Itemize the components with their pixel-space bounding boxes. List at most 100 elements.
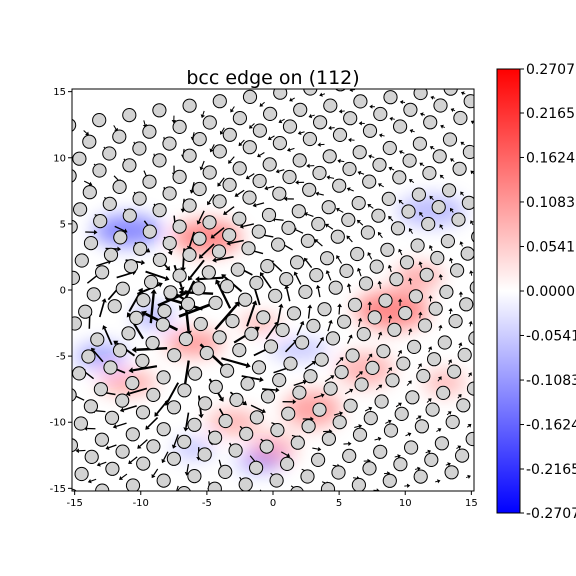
displacement-arrowhead	[230, 108, 234, 113]
plot-area: -15 -10 -5 0 5 10 15 15 10 5 0 -5 -10 -15	[50, 87, 493, 509]
displacement-arrowhead	[330, 375, 335, 380]
displacement-arrowhead	[178, 289, 184, 296]
atom-marker	[211, 244, 227, 259]
atom-marker	[451, 212, 466, 227]
displacement-arrow	[267, 185, 275, 189]
displacement-arrowhead	[105, 445, 110, 450]
displacement-arrowhead	[460, 91, 465, 96]
atom-marker	[334, 365, 349, 380]
atom-marker	[281, 406, 296, 421]
atom-marker	[105, 461, 120, 476]
displacement-arrowhead	[408, 228, 413, 232]
atom-marker	[182, 198, 197, 213]
atom-marker	[135, 353, 150, 368]
displacement-arrowhead	[101, 298, 107, 303]
colorbar-tick-label: -0.1083	[526, 373, 576, 389]
atom-marker	[362, 461, 377, 476]
displacement-arrowhead	[245, 175, 250, 180]
atom-marker	[115, 444, 130, 459]
displacement-arrowhead	[278, 303, 284, 308]
displacement-arrowhead	[356, 219, 361, 224]
displacement-arrowhead	[219, 130, 224, 135]
displacement-arrowhead	[317, 142, 321, 147]
atom-marker	[328, 280, 343, 295]
atom-marker	[393, 119, 408, 134]
atom-marker	[303, 89, 318, 96]
atom-marker	[383, 423, 399, 438]
displacement-arrowhead	[113, 340, 119, 346]
y-tick-label: -10	[50, 418, 66, 429]
displacement-arrow	[200, 243, 215, 257]
atom-marker	[260, 259, 275, 274]
displacement-arrowhead	[420, 112, 424, 117]
atom-marker	[291, 204, 306, 219]
atom-marker	[256, 310, 271, 325]
displacement-arrow	[275, 218, 284, 221]
displacement-arrow	[202, 110, 205, 116]
atom-marker	[84, 449, 99, 464]
displacement-arrow	[471, 222, 474, 226]
atom-marker	[222, 177, 237, 192]
displacement-arrowhead	[171, 120, 177, 124]
atom-marker	[396, 356, 411, 371]
displacement-arrowhead	[409, 129, 414, 134]
displacement-arrowhead	[398, 199, 403, 204]
displacement-arrowhead	[357, 317, 363, 322]
displacement-arrow	[83, 180, 90, 185]
displacement-arrowhead	[198, 253, 204, 259]
displacement-arrow	[428, 348, 431, 353]
displacement-arrowhead	[183, 427, 189, 432]
atom-marker	[300, 233, 315, 248]
atom-marker	[462, 144, 474, 160]
displacement-arrow	[415, 417, 420, 420]
atom-marker	[362, 123, 378, 138]
atom-marker	[152, 103, 167, 118]
atom-marker	[295, 335, 310, 350]
displacement-arrowhead	[289, 97, 293, 102]
displacement-arrowhead	[157, 282, 163, 288]
atom-marker	[320, 251, 335, 266]
atom-marker	[199, 345, 214, 361]
displacement-arrow	[75, 395, 85, 401]
atom-marker	[228, 443, 243, 458]
displacement-arrow	[272, 262, 283, 272]
displacement-arrowhead	[489, 288, 493, 291]
atom-marker	[244, 326, 259, 341]
displacement-arrowhead	[368, 353, 373, 358]
displacement-arrowhead	[437, 428, 442, 432]
atom-marker	[125, 427, 140, 442]
displacement-arrow	[453, 109, 456, 112]
atom-marker	[300, 469, 315, 484]
displacement-arrowhead	[297, 130, 302, 135]
atom-marker	[343, 111, 358, 126]
atom-marker	[192, 181, 207, 197]
atom-marker	[238, 292, 253, 307]
atom-marker	[272, 373, 287, 388]
displacement-arrow	[176, 485, 179, 491]
displacement-arrowhead	[199, 166, 204, 171]
displacement-arrow	[261, 101, 265, 105]
displacement-arrowhead	[388, 166, 393, 171]
x-tick-label: 0	[270, 498, 276, 509]
atom-marker	[460, 246, 474, 261]
displacement-arrow	[431, 197, 434, 201]
displacement-arrow	[388, 318, 391, 323]
atom-marker	[413, 469, 428, 484]
displacement-arrow	[461, 243, 463, 247]
atom-marker	[188, 366, 203, 381]
colorbar-tick-label: -0.2707	[526, 506, 576, 522]
colorbar-ticks: 0.2707 0.2165 0.1624 0.1083 0.0541 0.0000 -0.0…	[520, 62, 576, 522]
colorbar-tick-label: 0.0000	[526, 284, 575, 300]
atom-marker	[342, 161, 357, 177]
atom-marker	[469, 280, 474, 295]
displacement-arrow	[296, 323, 303, 336]
atom-marker	[423, 115, 438, 130]
displacement-arrow	[249, 455, 256, 463]
displacement-arrow	[457, 396, 460, 399]
displacement-arrow	[113, 175, 120, 181]
atom-marker	[172, 219, 187, 234]
atom-marker	[468, 331, 474, 346]
displacement-arrow	[116, 271, 133, 279]
displacement-arrowhead	[349, 89, 353, 93]
displacement-arrow	[335, 359, 342, 366]
